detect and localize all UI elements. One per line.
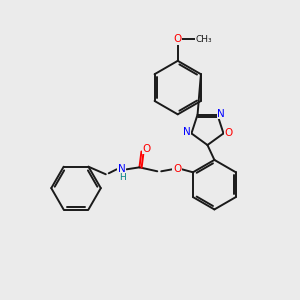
Text: N: N xyxy=(118,164,125,174)
Text: H: H xyxy=(119,173,126,182)
Text: N: N xyxy=(218,109,225,118)
Text: N: N xyxy=(183,128,190,137)
Text: CH₃: CH₃ xyxy=(195,34,212,43)
Text: O: O xyxy=(173,164,181,174)
Text: O: O xyxy=(142,143,151,154)
Text: O: O xyxy=(224,128,232,138)
Text: O: O xyxy=(174,34,182,44)
